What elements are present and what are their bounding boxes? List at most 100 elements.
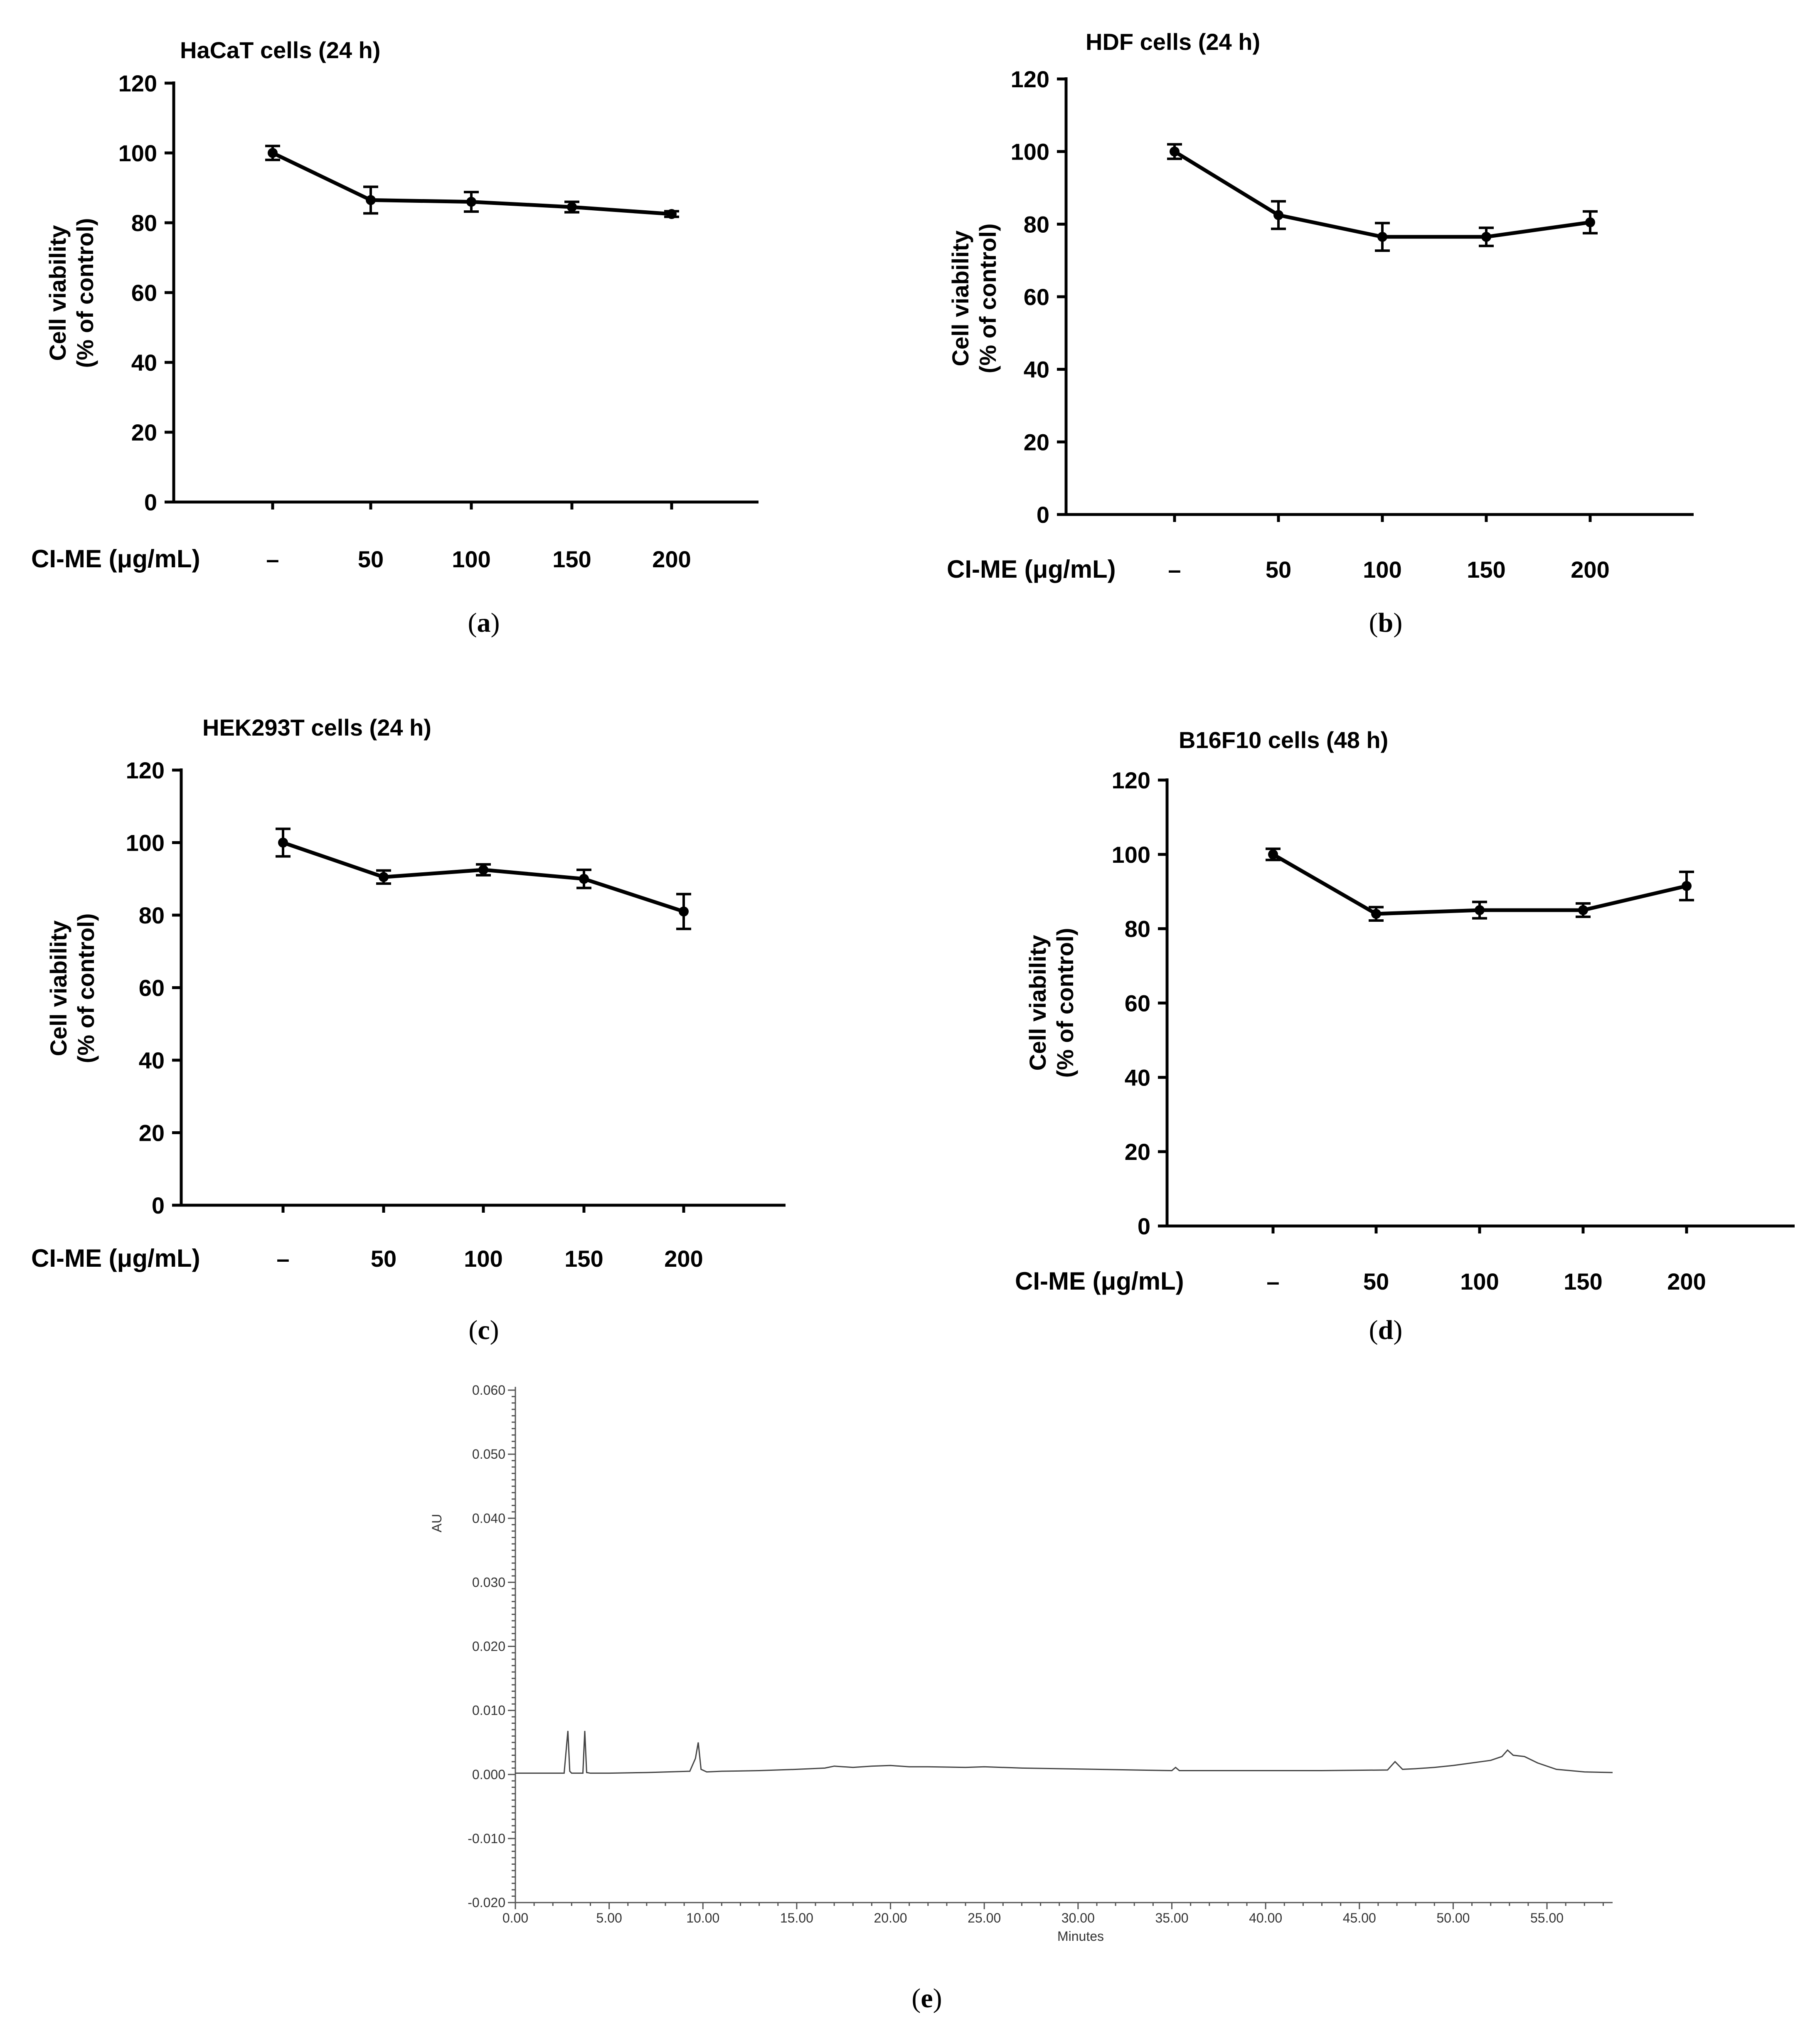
y-tick-label: 0.050 xyxy=(472,1447,505,1462)
x-tick-label: 25.00 xyxy=(968,1910,1001,1925)
data-point xyxy=(667,209,677,219)
y-tick-label: 0.010 xyxy=(472,1703,505,1718)
y-axis-label-line1: Cell viability xyxy=(947,231,973,367)
y-tick-label: 100 xyxy=(126,830,165,856)
x-tick-label: 100 xyxy=(1460,1268,1499,1295)
panel-caption: (d) xyxy=(1369,1315,1403,1345)
data-point xyxy=(478,864,488,875)
x-axis-label: CI-ME (μg/mL) xyxy=(947,555,1116,583)
x-tick-label: 150 xyxy=(1467,556,1505,583)
x-tick-label: 40.00 xyxy=(1249,1910,1282,1925)
x-tick-label: 100 xyxy=(1363,556,1401,583)
y-axis-label: Cell viability(% of control) xyxy=(45,913,99,1063)
data-point xyxy=(1578,905,1588,915)
y-tick-label: 40 xyxy=(131,350,157,376)
y-axis-label: Cell viability(% of control) xyxy=(44,218,98,368)
x-tick-label: 200 xyxy=(664,1246,703,1272)
x-tick-label: 5.00 xyxy=(596,1910,622,1925)
x-tick-label: 100 xyxy=(464,1246,502,1272)
x-tick-label: – xyxy=(1266,1268,1279,1295)
caption-close-paren: ) xyxy=(1393,1315,1402,1345)
y-tick-label: 40 xyxy=(139,1047,165,1073)
data-point xyxy=(278,837,288,848)
x-tick-label: 35.00 xyxy=(1155,1910,1188,1925)
y-tick-label: 40 xyxy=(1125,1064,1150,1091)
y-tick-label: 0.020 xyxy=(472,1639,505,1654)
series-line xyxy=(282,841,685,913)
data-point xyxy=(466,197,476,207)
panel-caption: (b) xyxy=(1369,608,1403,638)
x-tick-label: 150 xyxy=(564,1246,603,1272)
y-tick-label: 100 xyxy=(1011,139,1049,165)
y-tick-label: 100 xyxy=(118,140,157,166)
y-axis-label-line2: (% of control) xyxy=(1052,928,1078,1078)
y-tick-label: 0.030 xyxy=(472,1575,505,1590)
y-tick-label: 80 xyxy=(1024,211,1049,237)
chart-panel-e: -0.020 -0.010 0.000 0.010 0.020 0.030 0.040 0.0… xyxy=(429,1383,1613,2014)
x-axis-label: CI-ME (μg/mL) xyxy=(1015,1267,1184,1295)
y-tick-label: 0.040 xyxy=(472,1511,505,1526)
x-tick-label: 55.00 xyxy=(1530,1910,1564,1925)
y-tick-label: 120 xyxy=(1011,66,1049,92)
y-axis-label-line2: (% of control) xyxy=(72,218,98,368)
y-tick-label: 20 xyxy=(1024,429,1049,455)
data-point xyxy=(579,874,589,884)
data-point xyxy=(1170,146,1180,157)
y-tick-label: 40 xyxy=(1024,357,1049,383)
data-point xyxy=(1475,905,1485,915)
data-point xyxy=(1377,231,1387,242)
y-tick-label: 60 xyxy=(131,280,157,306)
y-tick-label: 120 xyxy=(126,757,165,783)
data-point xyxy=(1273,210,1283,220)
caption-close-paren: ) xyxy=(1393,608,1402,638)
y-axis-label-line1: Cell viability xyxy=(45,921,71,1056)
y-tick-label: 0 xyxy=(144,489,157,515)
x-tick-label: 50 xyxy=(1363,1268,1389,1295)
x-tick-label: 0.00 xyxy=(502,1910,528,1925)
chromatogram-trace xyxy=(515,1731,1613,1774)
y-axis-label: Cell viability(% of control) xyxy=(947,224,1001,374)
y-axis-label-line2: (% of control) xyxy=(73,913,99,1063)
x-tick-label: 150 xyxy=(1564,1268,1602,1295)
y-tick-label: 0 xyxy=(1037,502,1049,528)
x-tick-label: 10.00 xyxy=(686,1910,719,1925)
data-point xyxy=(268,148,278,158)
x-tick-label: 30.00 xyxy=(1061,1910,1095,1925)
chart-panel-a: HaCaT cells (24 h) 0 20 40 60 80 100 120 – 50 100 1… xyxy=(31,37,759,638)
y-tick-label: 100 xyxy=(1112,842,1150,868)
x-tick-label: – xyxy=(266,546,279,572)
x-tick-label: 50 xyxy=(371,1246,397,1272)
data-point xyxy=(379,872,389,882)
chart-title: B16F10 cells (48 h) xyxy=(1179,727,1388,753)
caption-close-paren: ) xyxy=(933,1983,942,2014)
chart-title: HDF cells (24 h) xyxy=(1086,29,1260,55)
data-point xyxy=(1268,849,1278,859)
y-tick-label: 120 xyxy=(1112,767,1150,793)
y-axis-label: Cell viability(% of control) xyxy=(1025,928,1078,1078)
caption-letter: d xyxy=(1378,1315,1394,1345)
panel-caption: (c) xyxy=(468,1315,499,1345)
y-tick-label: 20 xyxy=(131,419,157,446)
y-tick-label: 120 xyxy=(118,70,157,96)
caption-open-paren: ( xyxy=(468,608,477,638)
caption-open-paren: ( xyxy=(468,1315,478,1345)
chart-panel-d: B16F10 cells (48 h) 0 20 40 60 80 100 120 – 50 100… xyxy=(1015,727,1795,1345)
chart-panel-c: HEK293T cells (24 h) 0 20 40 60 80 100 120 – 50 10… xyxy=(31,714,786,1345)
x-tick-label: 150 xyxy=(552,546,591,572)
y-tick-label: 0 xyxy=(152,1192,165,1219)
y-axis-label-line2: (% of control) xyxy=(975,224,1001,374)
caption-open-paren: ( xyxy=(1369,608,1378,638)
y-tick-label: 80 xyxy=(131,210,157,236)
x-tick-label: 100 xyxy=(452,546,490,572)
y-tick-label: 0.000 xyxy=(472,1767,505,1782)
panel-caption: (e) xyxy=(911,1983,942,2014)
y-axis-label: AU xyxy=(429,1514,444,1532)
caption-letter: e xyxy=(921,1983,933,2014)
y-tick-label: -0.020 xyxy=(468,1895,505,1910)
y-tick-label: 20 xyxy=(139,1120,165,1146)
x-tick-label: 50 xyxy=(1266,556,1291,583)
data-point xyxy=(1682,881,1692,891)
chart-title: HaCaT cells (24 h) xyxy=(180,37,380,63)
x-axis-label: CI-ME (μg/mL) xyxy=(31,545,200,573)
